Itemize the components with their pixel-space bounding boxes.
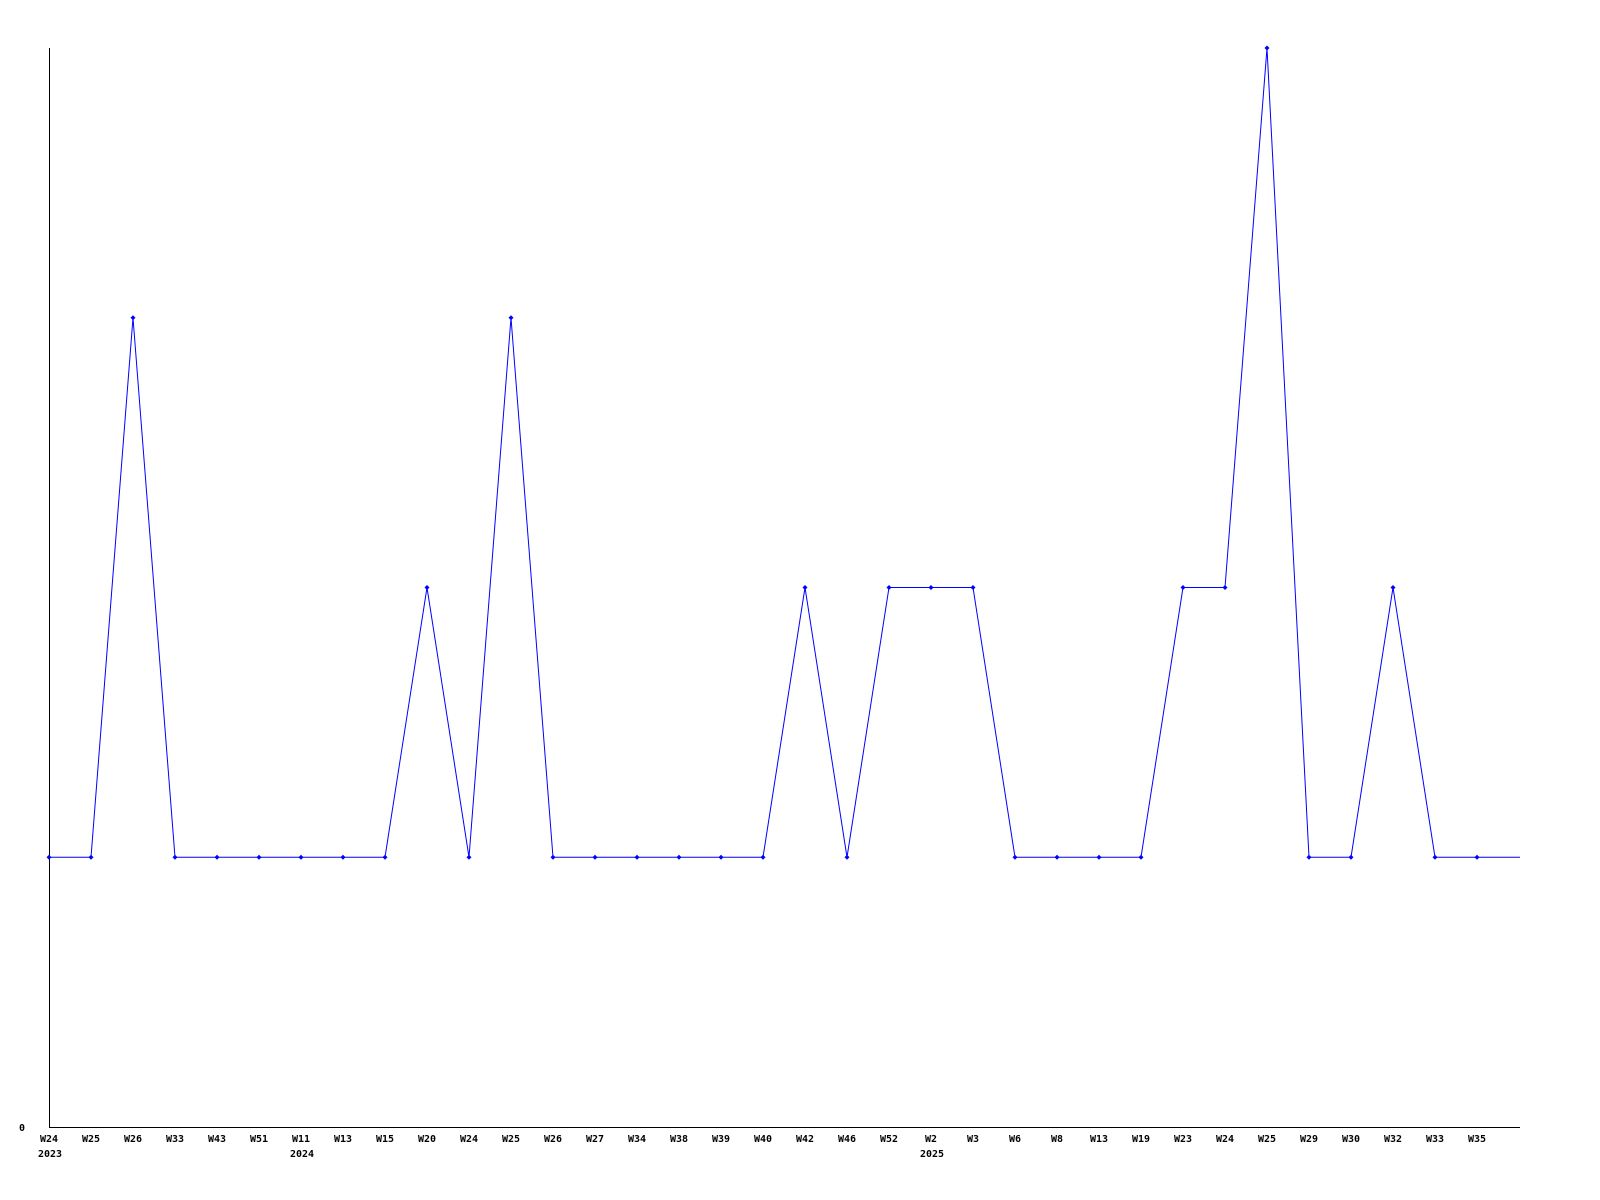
x-tick-label: W40 bbox=[754, 1134, 772, 1145]
data-point bbox=[130, 315, 136, 321]
y-tick-label: 0 bbox=[19, 1123, 25, 1134]
data-point bbox=[298, 854, 304, 860]
x-tick-label: W15 bbox=[376, 1134, 394, 1145]
data-point bbox=[382, 854, 388, 860]
data-point bbox=[886, 585, 892, 590]
data-point bbox=[172, 854, 178, 860]
series-line bbox=[49, 47, 1520, 858]
x-tick-label: W42 bbox=[796, 1134, 814, 1145]
x-tick-label: W52 bbox=[880, 1134, 898, 1145]
x-tick-label: W26 bbox=[544, 1134, 562, 1145]
x-tick-label: W25 bbox=[1258, 1134, 1276, 1145]
x-tick-label: W29 bbox=[1300, 1134, 1318, 1145]
data-point bbox=[1054, 854, 1060, 860]
data-point bbox=[424, 585, 430, 590]
data-point bbox=[508, 315, 514, 321]
x-tick-label: W33 bbox=[1426, 1134, 1444, 1145]
x-tick-label: W3 bbox=[967, 1134, 979, 1145]
x-tick-label: W13 bbox=[1090, 1134, 1108, 1145]
data-point bbox=[466, 854, 472, 860]
x-tick-label: W13 bbox=[334, 1134, 352, 1145]
x-tick-label: W35 bbox=[1468, 1134, 1486, 1145]
data-point bbox=[1012, 854, 1018, 860]
data-point bbox=[1264, 45, 1270, 51]
data-point bbox=[1222, 585, 1228, 590]
x-tick-label: W8 bbox=[1051, 1134, 1063, 1145]
x-tick-label: W20 bbox=[418, 1134, 436, 1145]
data-point bbox=[1180, 585, 1186, 590]
data-point bbox=[46, 854, 52, 860]
data-point bbox=[928, 585, 934, 590]
data-point bbox=[88, 854, 94, 860]
x-tick-label: W39 bbox=[712, 1134, 730, 1145]
x-tick-label: W24 bbox=[1216, 1134, 1234, 1145]
x-tick-label: W51 bbox=[250, 1134, 268, 1145]
data-point bbox=[256, 854, 262, 860]
x-tick-label: W2 bbox=[925, 1134, 937, 1145]
data-point bbox=[1138, 854, 1144, 860]
x-tick-label: W24 bbox=[40, 1134, 58, 1145]
x-tick-label: W30 bbox=[1342, 1134, 1360, 1145]
x-tick-label: W25 bbox=[82, 1134, 100, 1145]
x-tick-label: W34 bbox=[628, 1134, 646, 1145]
x-tick-label: W33 bbox=[166, 1134, 184, 1145]
x-year-label: 2023 bbox=[38, 1149, 62, 1160]
data-point bbox=[1474, 854, 1480, 860]
x-tick-label: W32 bbox=[1384, 1134, 1402, 1145]
data-point bbox=[1432, 854, 1438, 860]
x-tick-label: W27 bbox=[586, 1134, 604, 1145]
data-point bbox=[340, 854, 346, 860]
x-tick-label: W6 bbox=[1009, 1134, 1021, 1145]
data-point bbox=[1306, 854, 1312, 860]
x-tick-label: W19 bbox=[1132, 1134, 1150, 1145]
x-year-label: 2024 bbox=[290, 1149, 314, 1160]
x-tick-label: W23 bbox=[1174, 1134, 1192, 1145]
data-point bbox=[1348, 854, 1354, 860]
x-tick-label: W46 bbox=[838, 1134, 856, 1145]
x-tick-label: W43 bbox=[208, 1134, 226, 1145]
data-point bbox=[634, 854, 640, 860]
data-point bbox=[676, 854, 682, 860]
data-point bbox=[550, 854, 556, 860]
data-point bbox=[844, 854, 850, 860]
x-tick-label: W25 bbox=[502, 1134, 520, 1145]
x-tick-label: W11 bbox=[292, 1134, 310, 1145]
data-point bbox=[970, 585, 976, 590]
data-point bbox=[802, 585, 808, 590]
data-point bbox=[592, 854, 598, 860]
data-point bbox=[760, 854, 766, 860]
x-tick-label: W26 bbox=[124, 1134, 142, 1145]
data-point bbox=[214, 854, 220, 860]
data-point bbox=[1390, 585, 1396, 590]
x-tick-label: W24 bbox=[460, 1134, 478, 1145]
x-tick-label: W38 bbox=[670, 1134, 688, 1145]
data-point bbox=[1096, 854, 1102, 860]
data-point bbox=[718, 854, 724, 860]
x-year-label: 2025 bbox=[920, 1149, 944, 1160]
